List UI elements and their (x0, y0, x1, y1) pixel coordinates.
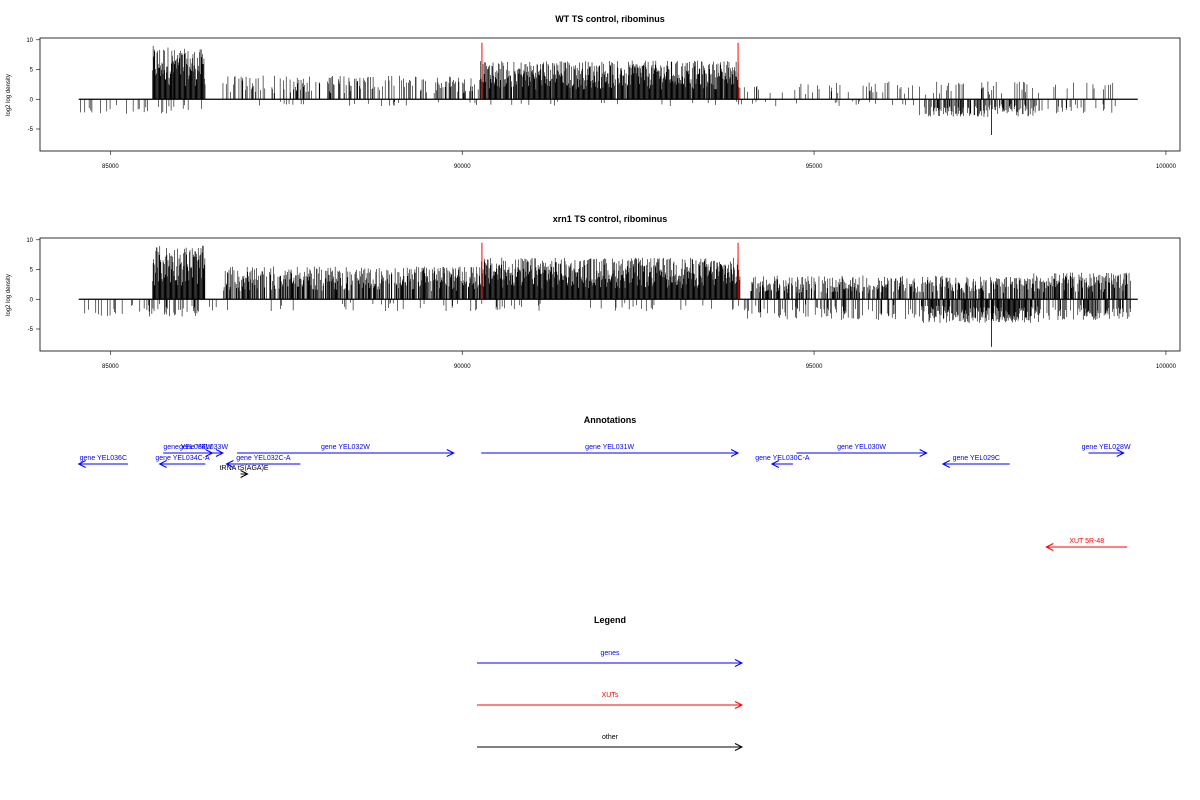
plot-frame (39, 37, 1181, 152)
feature-label: gene YEL034C-A (155, 455, 210, 462)
feature-label: gene YEL032W (321, 444, 370, 451)
axes: -5 0 5 10 85000 90000 95000 100000 (26, 38, 1176, 170)
feature-label: gene YEL030C-A (755, 455, 810, 462)
x-tick-label: 100000 (1156, 364, 1177, 370)
legend-arrow (477, 701, 744, 709)
x-tick-label: 85000 (102, 164, 119, 170)
feature-arrow (770, 460, 793, 468)
feature-label: gene YEL029C (953, 455, 1000, 462)
x-tick-label: 100000 (1156, 164, 1177, 170)
y-tick-label: 10 (26, 38, 33, 44)
feature-label: gene YEL033W (179, 444, 228, 451)
feature-arrow (1045, 543, 1128, 551)
feature-arrow (77, 460, 128, 468)
legend-arrow (477, 659, 744, 667)
signal-bars (78, 42, 1138, 135)
x-tick-label: 95000 (806, 164, 823, 170)
y-tick-label: -5 (28, 327, 34, 333)
y-tick-label: 10 (26, 238, 33, 244)
feature-label: gene YEL031W (585, 444, 634, 451)
panel-title: WT TS control, ribominus (555, 14, 665, 24)
feature-label: gene YEL032C-A (236, 455, 291, 462)
legend-item-label: genes (600, 650, 620, 657)
annotation-track: Annotations gene YEL036C gene YEL034C-A ge… (77, 415, 1131, 551)
axes: -5 0 5 10 85000 90000 95000 100000 (26, 238, 1176, 370)
y-tick-label: 0 (30, 297, 34, 303)
x-tick-label: 95000 (806, 364, 823, 370)
feature-label: tRNA tS(AGA)E (220, 465, 269, 472)
feature-label: gene YEL036C (80, 455, 127, 462)
legend-title: Legend (594, 615, 626, 625)
feature-arrow (1088, 449, 1125, 457)
x-tick-label: 90000 (454, 164, 471, 170)
x-tick-label: 90000 (454, 364, 471, 370)
legend-item-label: other (602, 734, 619, 741)
feature-arrow (240, 470, 249, 478)
panel-title: xrn1 TS control, ribominus (553, 214, 668, 224)
y-tick-label: 0 (30, 97, 34, 103)
legend-arrow (477, 743, 744, 751)
track-panel-wt: WT TS control, ribominus log2 log densit… (6, 14, 1181, 170)
feature-arrow (481, 449, 740, 457)
y-tick-label: -5 (28, 127, 34, 133)
feature-label: gene YEL034W (163, 444, 212, 451)
feature-arrow (184, 449, 225, 457)
y-axis-label: log2 log density (6, 274, 12, 316)
feature-label: gene YEL028W (1082, 444, 1131, 451)
feature-label: gene YEL030W (837, 444, 886, 451)
track-panel-xrn1: xrn1 TS control, ribominus log2 log dens… (6, 214, 1181, 370)
y-axis-label: log2 log density (6, 74, 12, 116)
legend-item-label: XUTs (602, 692, 619, 699)
feature-arrow (237, 449, 455, 457)
x-tick-label: 85000 (102, 364, 119, 370)
feature-label: XUT 5R-48 (1069, 538, 1104, 545)
legend: Legend genes XUTs other (477, 615, 744, 751)
feature-arrow (796, 449, 928, 457)
signal-bars (78, 242, 1138, 347)
plot-frame (39, 237, 1181, 352)
y-tick-label: 5 (30, 268, 34, 274)
feature-arrow (158, 460, 206, 468)
y-tick-label: 5 (30, 68, 34, 74)
feature-arrow (941, 460, 1010, 468)
feature-arrow (225, 460, 301, 468)
annotations-title: Annotations (584, 415, 637, 425)
